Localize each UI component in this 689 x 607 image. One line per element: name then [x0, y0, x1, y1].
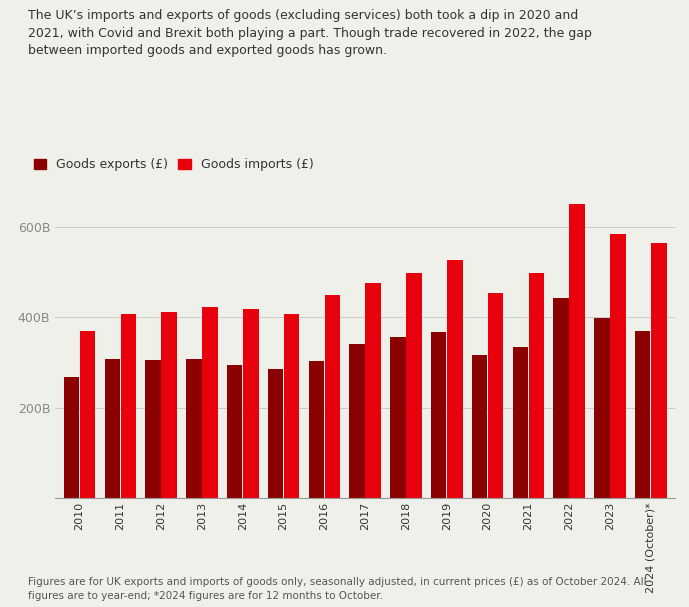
Legend: Goods exports (£), Goods imports (£): Goods exports (£), Goods imports (£): [34, 158, 313, 171]
Bar: [161, 312, 177, 498]
Bar: [145, 360, 161, 498]
Text: Figures are for UK exports and imports of goods only, seasonally adjusted, in cu: Figures are for UK exports and imports o…: [28, 577, 646, 601]
Bar: [284, 314, 300, 498]
Bar: [528, 273, 544, 498]
Bar: [407, 273, 422, 498]
Bar: [651, 243, 666, 498]
Bar: [349, 344, 365, 498]
Bar: [121, 314, 136, 498]
Bar: [472, 355, 487, 498]
Bar: [513, 347, 528, 498]
Bar: [203, 307, 218, 498]
Text: The UK’s imports and exports of goods (excluding services) both took a dip in 20: The UK’s imports and exports of goods (e…: [28, 9, 591, 57]
Bar: [594, 318, 610, 498]
Bar: [553, 298, 569, 498]
Bar: [488, 293, 504, 498]
Bar: [431, 332, 446, 498]
Bar: [105, 359, 120, 498]
Bar: [447, 260, 462, 498]
Bar: [309, 361, 324, 498]
Bar: [365, 283, 381, 498]
Bar: [80, 331, 95, 498]
Bar: [243, 309, 258, 498]
Bar: [390, 337, 406, 498]
Bar: [186, 359, 202, 498]
Bar: [64, 377, 79, 498]
Bar: [635, 331, 650, 498]
Bar: [325, 295, 340, 498]
Bar: [268, 369, 283, 498]
Bar: [569, 204, 585, 498]
Bar: [610, 234, 626, 498]
Bar: [227, 365, 243, 498]
